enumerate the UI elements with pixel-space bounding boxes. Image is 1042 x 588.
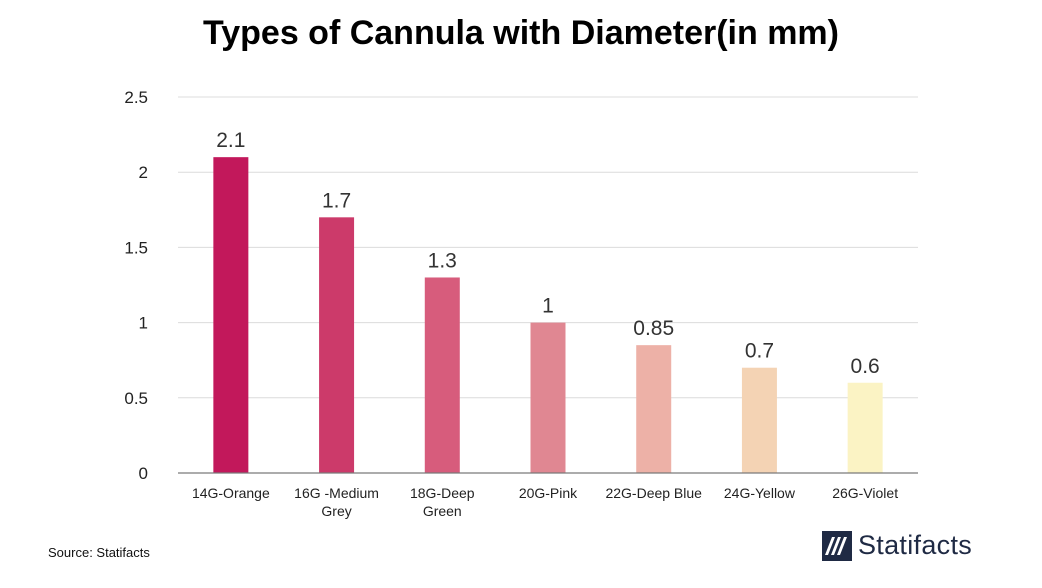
x-tick-label-line: Green xyxy=(423,503,462,519)
chart-title: Types of Cannula with Diameter(in mm) xyxy=(202,14,839,52)
bar xyxy=(741,367,777,473)
x-tick-label-line: 22G-Deep Blue xyxy=(605,485,702,501)
statifacts-logo: Statifacts xyxy=(822,530,972,561)
y-tick-label: 1.5 xyxy=(124,238,148,257)
bars xyxy=(213,157,883,473)
bar xyxy=(847,382,883,473)
bar xyxy=(424,277,460,473)
x-tick-label-line: 14G-Orange xyxy=(192,485,270,501)
y-tick-label: 2.5 xyxy=(124,88,148,107)
x-tick-label-line: 24G-Yellow xyxy=(724,485,796,501)
bar xyxy=(213,157,249,473)
y-tick-label: 1 xyxy=(139,314,148,333)
x-axis-ticks: 14G-Orange 16G -Medium Grey 18G-Deep Green 20… xyxy=(192,485,898,519)
x-tick-label: 26G-Violet xyxy=(832,485,898,501)
x-tick-label-line: Grey xyxy=(321,503,351,519)
bar xyxy=(319,217,355,473)
y-tick-label: 0.5 xyxy=(124,389,148,408)
statifacts-logo-text: Statifacts xyxy=(858,530,973,560)
y-tick-label: 2 xyxy=(139,163,148,182)
y-tick-label: 0 xyxy=(139,464,148,483)
value-labels: 2.1 1.7 1.3 1 0.85 0.7 0.6 xyxy=(216,129,879,378)
y-axis-ticks: 0 0.5 1 1.5 2 2.5 xyxy=(124,88,148,483)
x-tick-label: 14G-Orange xyxy=(192,485,270,501)
x-tick-label: 20G-Pink xyxy=(519,485,578,501)
bar-value-label: 0.7 xyxy=(745,340,774,363)
x-tick-label: 24G-Yellow xyxy=(724,485,796,501)
x-tick-label-line: 20G-Pink xyxy=(519,485,578,501)
x-tick-label-line: 26G-Violet xyxy=(832,485,898,501)
source-note: Source: Statifacts xyxy=(48,545,150,560)
x-tick-label-line: 18G-Deep xyxy=(410,485,475,501)
x-tick-label-line: 16G -Medium xyxy=(294,485,379,501)
bar-value-label: 0.6 xyxy=(851,355,880,378)
bar-value-label: 2.1 xyxy=(216,129,245,152)
x-tick-label: 16G -Medium Grey xyxy=(294,485,379,519)
bar xyxy=(636,345,672,473)
statifacts-logo-icon xyxy=(822,530,852,561)
bar-value-label: 1 xyxy=(542,295,554,318)
bar xyxy=(530,322,566,473)
x-tick-label: 22G-Deep Blue xyxy=(605,485,702,501)
x-tick-label: 18G-Deep Green xyxy=(410,485,475,519)
bar-value-label: 1.3 xyxy=(428,249,457,272)
bar-value-label: 0.85 xyxy=(633,317,674,340)
bar-value-label: 1.7 xyxy=(322,189,351,212)
